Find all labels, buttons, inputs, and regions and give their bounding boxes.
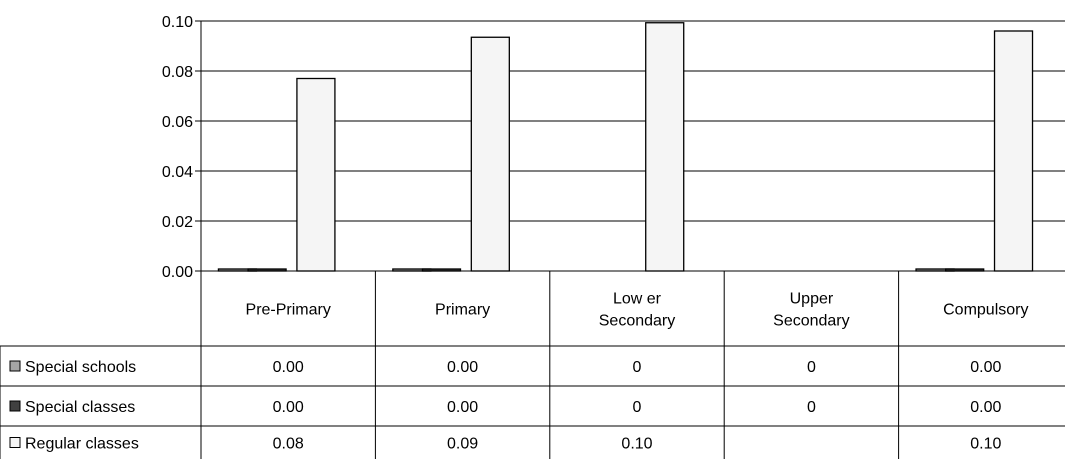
- table-cell: 0.10: [970, 436, 1001, 453]
- table-cell: 0.00: [970, 359, 1001, 376]
- table-cell: 0: [807, 399, 816, 416]
- legend-swatch: [9, 360, 21, 372]
- table-cell: 0.00: [447, 359, 478, 376]
- category-label: Pre-Primary: [246, 302, 331, 319]
- table-cell: 0: [807, 359, 816, 376]
- data-table-cells: 0.00 0.00 0 0 0.00 0.00 0.00 0 0 0.00 0.08 0.09 0.10…: [273, 359, 1002, 453]
- category-label: Upper: [790, 291, 834, 308]
- bar-special-classes: [247, 268, 287, 272]
- table-cell: 0.00: [447, 399, 478, 416]
- legend-swatch: [9, 400, 21, 412]
- legend-label: Special schools: [25, 359, 136, 376]
- table-cell: 0.10: [621, 436, 652, 453]
- bar-regular-classes: [296, 77, 336, 272]
- y-tick-label: 0.00: [162, 264, 193, 281]
- legend-label: Regular classes: [25, 436, 139, 453]
- table-cell: 0: [633, 399, 642, 416]
- category-label: Compulsory: [943, 302, 1028, 319]
- category-labels: Pre-Primary Primary Low er Secondary Upper Se…: [246, 291, 1029, 330]
- bar-regular-classes: [993, 30, 1034, 272]
- legend: Special schools Special classes Regular cl…: [9, 359, 139, 453]
- table-cell: 0.00: [273, 359, 304, 376]
- category-label: Primary: [435, 302, 490, 319]
- y-tick-label: 0.02: [162, 214, 193, 231]
- table-cell: 0: [633, 359, 642, 376]
- table-cell: 0.00: [970, 399, 1001, 416]
- bar-special-classes: [945, 268, 985, 272]
- y-axis-tick-labels: 0.00 0.02 0.04 0.06 0.08 0.10: [162, 14, 193, 281]
- gridlines: [195, 20, 1065, 272]
- data-table-lines: [0, 271, 1065, 459]
- y-tick-label: 0.08: [162, 64, 193, 81]
- table-cell: 0.00: [273, 399, 304, 416]
- table-cell: 0.08: [273, 436, 304, 453]
- category-label: Secondary: [599, 313, 676, 330]
- y-tick-label: 0.04: [162, 164, 193, 181]
- category-label: Secondary: [773, 313, 850, 330]
- legend-swatch: [9, 437, 21, 448]
- table-cell: 0.09: [447, 436, 478, 453]
- bars: [217, 22, 1034, 272]
- y-tick-label: 0.10: [162, 14, 193, 31]
- bar-special-classes: [421, 268, 462, 272]
- bar-regular-classes: [470, 36, 510, 272]
- legend-label: Special classes: [25, 399, 135, 416]
- bar-regular-classes: [645, 22, 685, 272]
- category-label: Low er: [613, 291, 662, 308]
- y-tick-label: 0.06: [162, 114, 193, 131]
